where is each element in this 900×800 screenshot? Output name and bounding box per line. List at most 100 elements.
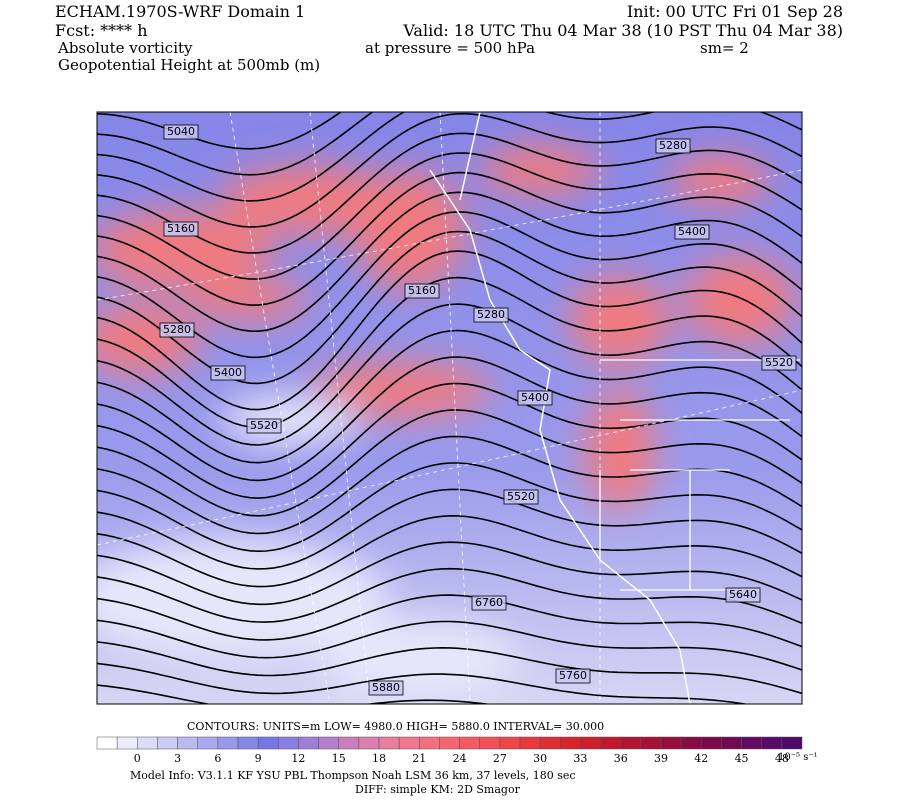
colorbar-tick-label: 9 bbox=[255, 752, 262, 765]
contour-label: 5280 bbox=[163, 323, 191, 336]
valid-time: Valid: 18 UTC Thu 04 Mar 38 (10 PST Thu … bbox=[402, 21, 843, 40]
contour-label-box bbox=[163, 124, 199, 140]
contour-label-box bbox=[555, 668, 591, 684]
colorbar-tick-label: 21 bbox=[412, 752, 426, 765]
colorbar-swatch bbox=[358, 736, 380, 750]
colorbar-swatch bbox=[640, 736, 662, 750]
colorbar-swatch bbox=[197, 736, 219, 750]
contour-line bbox=[97, 211, 802, 359]
contour-field: Geopotential Height at 500mb (m) bbox=[58, 56, 320, 74]
colorbar-swatch bbox=[338, 736, 360, 750]
colorbar-tick-label: 33 bbox=[573, 752, 587, 765]
colorbar-tick-label: 6 bbox=[214, 752, 221, 765]
contour-line bbox=[97, 567, 802, 625]
contour-label-box bbox=[503, 489, 539, 505]
colorbar-swatch bbox=[157, 736, 178, 750]
colorbar-tick-label: 15 bbox=[332, 752, 346, 765]
contour-label-box bbox=[210, 365, 246, 381]
contour-label: 5520 bbox=[250, 419, 278, 432]
contour-label-box bbox=[368, 680, 404, 696]
colorbar-units: 10⁻⁵ s⁻¹ bbox=[778, 752, 818, 763]
colorbar-swatch bbox=[96, 736, 118, 750]
colorbar-tick-label: 12 bbox=[291, 752, 305, 765]
height-contours bbox=[97, 112, 802, 704]
colorbar-swatch bbox=[519, 736, 541, 750]
contour-line bbox=[97, 684, 491, 704]
colorbar-swatch bbox=[398, 736, 420, 750]
contour-line bbox=[97, 619, 802, 671]
diff-info: DIFF: simple KM: 2D Smagor bbox=[355, 783, 521, 796]
colorbar-swatch bbox=[560, 736, 581, 750]
contour-label-box bbox=[473, 307, 509, 323]
colorbar-swatch bbox=[761, 736, 783, 750]
colorbar-swatch bbox=[278, 736, 299, 750]
forecast-hour: Fcst: **** h bbox=[55, 21, 148, 40]
colorbar-swatch bbox=[741, 736, 762, 750]
colorbar-swatch bbox=[620, 736, 642, 750]
colorbar-tick-label: 24 bbox=[453, 752, 467, 765]
contour-label: 5400 bbox=[214, 366, 242, 379]
contour-label-box bbox=[159, 322, 195, 338]
contour-line bbox=[97, 641, 802, 695]
contour-line bbox=[97, 409, 802, 517]
colorbar-tick-label: 3 bbox=[174, 752, 181, 765]
contour-label: 6760 bbox=[475, 596, 503, 609]
contour-line bbox=[97, 191, 802, 333]
init-time: Init: 00 UTC Fri 01 Sep 28 bbox=[627, 2, 843, 21]
contour-label-box bbox=[655, 138, 691, 154]
colorbar-swatch bbox=[701, 736, 722, 750]
contour-labels: 5040 5160 5160 5280 5280 5280 5400 5400 5400 5520… bbox=[159, 124, 797, 696]
contour-line bbox=[97, 382, 802, 499]
contour-line bbox=[97, 112, 343, 150]
contour-line bbox=[97, 230, 802, 385]
contour-label-box bbox=[471, 595, 507, 611]
contour-label: 5640 bbox=[729, 588, 757, 601]
contour-label-box bbox=[404, 283, 440, 299]
low-vorticity bbox=[97, 395, 520, 700]
contour-label: 5760 bbox=[559, 669, 587, 682]
contour-label: 5400 bbox=[678, 225, 706, 238]
colorbar-swatch bbox=[781, 736, 803, 750]
colorbar-tick-label: 27 bbox=[493, 752, 507, 765]
contour-label: 5280 bbox=[659, 139, 687, 152]
colorbar-swatch bbox=[600, 736, 621, 750]
map bbox=[97, 112, 802, 704]
colorbar-tick-label: 0 bbox=[134, 752, 141, 765]
field-name: Absolute vorticity bbox=[57, 39, 193, 57]
contour-label-box bbox=[761, 355, 797, 371]
colorbar-tick-label: 42 bbox=[694, 752, 708, 765]
contour-line bbox=[97, 112, 802, 202]
contour-line bbox=[97, 250, 802, 411]
contour-label: 5280 bbox=[477, 308, 505, 321]
coastline bbox=[429, 112, 691, 704]
contour-label-box bbox=[246, 418, 282, 434]
borders bbox=[599, 359, 800, 591]
colorbar-swatch bbox=[479, 736, 501, 750]
colorbar-swatch bbox=[137, 736, 158, 750]
colorbar-swatch bbox=[439, 736, 460, 750]
contour-label: 5880 bbox=[372, 681, 400, 694]
contour-label: 5160 bbox=[408, 284, 436, 297]
colorbar-tick-label: 36 bbox=[614, 752, 628, 765]
colorbar-swatch bbox=[660, 736, 682, 750]
colorbar-tick-label: 48 bbox=[775, 752, 789, 765]
contour-line bbox=[97, 112, 802, 228]
vorticity-shading bbox=[97, 145, 795, 510]
colorbar-swatch bbox=[539, 736, 561, 750]
contour-label-box bbox=[163, 221, 199, 237]
contour-info: CONTOURS: UNITS=m LOW= 4980.0 HIGH= 5880… bbox=[187, 720, 604, 733]
graticule bbox=[97, 112, 802, 704]
contour-line bbox=[97, 276, 802, 429]
contour-line bbox=[97, 594, 802, 648]
contour-line bbox=[97, 171, 802, 306]
contour-line bbox=[97, 152, 802, 280]
colorbar-tick-label: 18 bbox=[372, 752, 386, 765]
colorbar-swatch bbox=[419, 736, 440, 750]
colorbar-swatch bbox=[378, 736, 400, 750]
contour-line bbox=[97, 356, 802, 482]
contour-label: 5400 bbox=[521, 391, 549, 404]
colorbar-swatch bbox=[459, 736, 480, 750]
contour-line bbox=[97, 112, 374, 176]
